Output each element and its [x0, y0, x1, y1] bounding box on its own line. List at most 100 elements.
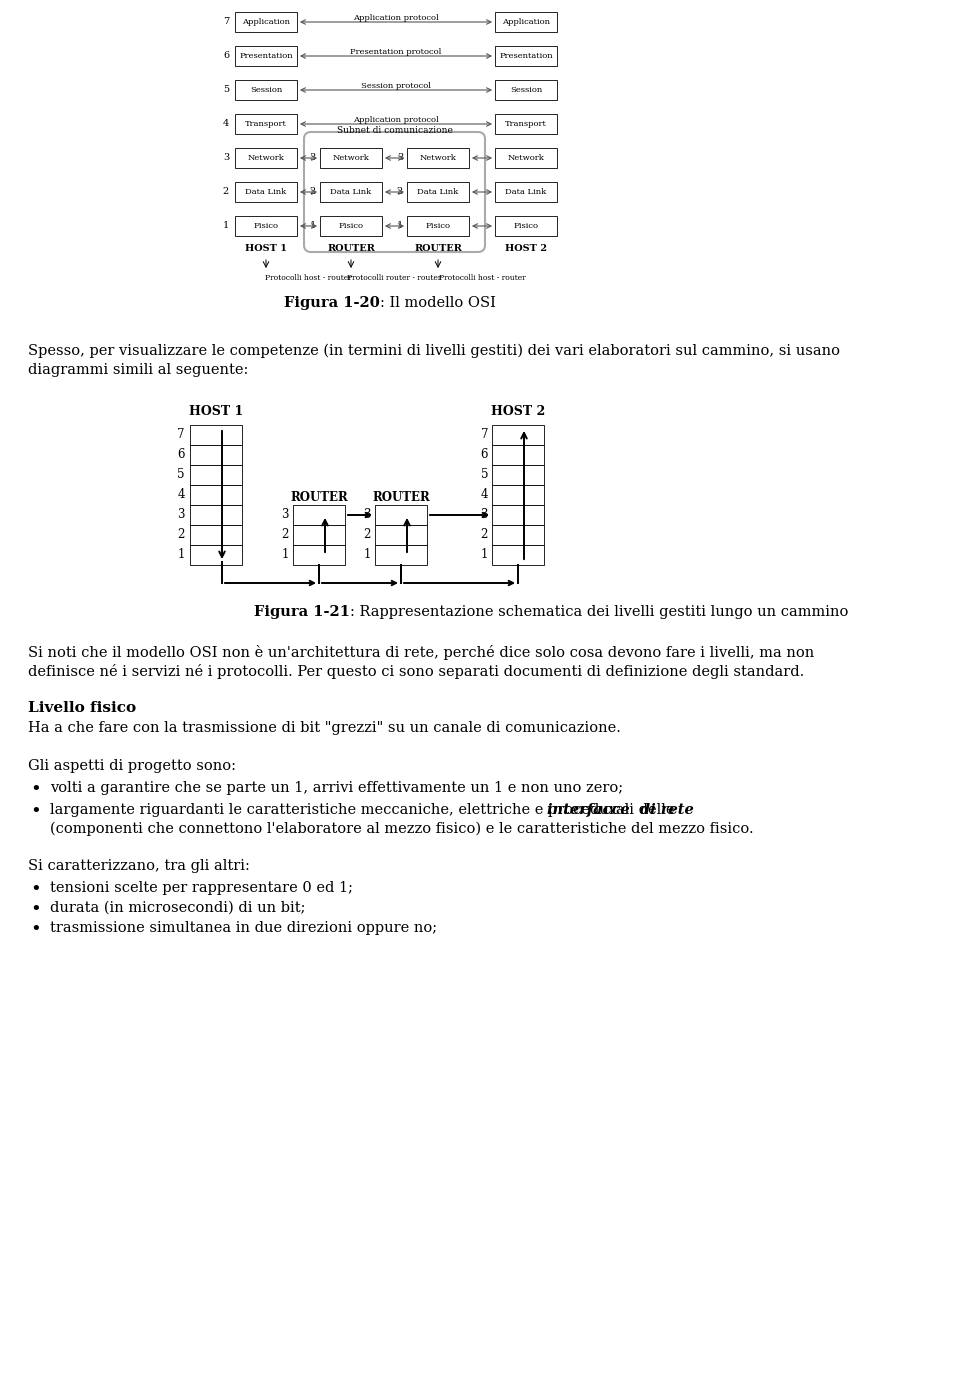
Text: Network: Network	[508, 155, 544, 161]
FancyBboxPatch shape	[495, 216, 557, 237]
Text: HOST 1: HOST 1	[189, 405, 243, 418]
Text: Transport: Transport	[505, 120, 547, 128]
Text: Figura 1-21: Figura 1-21	[254, 606, 350, 619]
Text: HOST 2: HOST 2	[505, 244, 547, 253]
Text: ROUTER: ROUTER	[290, 491, 348, 504]
Text: Network: Network	[420, 155, 456, 161]
FancyBboxPatch shape	[190, 465, 242, 484]
FancyBboxPatch shape	[190, 484, 242, 505]
Text: 1: 1	[223, 221, 229, 231]
Text: 3: 3	[281, 508, 289, 522]
Text: Si noti che il modello OSI non è un'architettura di rete, perché dice solo cosa : Si noti che il modello OSI non è un'arch…	[28, 644, 814, 660]
Text: 2: 2	[178, 529, 185, 541]
FancyBboxPatch shape	[190, 425, 242, 445]
FancyBboxPatch shape	[320, 216, 382, 237]
Text: Presentation: Presentation	[239, 52, 293, 60]
FancyBboxPatch shape	[492, 525, 544, 546]
Text: 3: 3	[310, 153, 316, 163]
Text: trasmissione simultanea in due direzioni oppure no;: trasmissione simultanea in due direzioni…	[50, 922, 437, 935]
Text: Subnet di comunicazione: Subnet di comunicazione	[337, 127, 452, 135]
Text: ROUTER: ROUTER	[372, 491, 430, 504]
Text: 1: 1	[281, 548, 289, 561]
Text: Data Link: Data Link	[418, 188, 459, 196]
Text: 1: 1	[310, 221, 316, 231]
FancyBboxPatch shape	[492, 505, 544, 525]
Text: Figura 1-20: Figura 1-20	[284, 296, 380, 310]
Text: volti a garantire che se parte un 1, arrivi effettivamente un 1 e non uno zero;: volti a garantire che se parte un 1, arr…	[50, 781, 623, 795]
Text: Session: Session	[510, 86, 542, 95]
Text: 5: 5	[223, 85, 229, 95]
Text: durata (in microsecondi) di un bit;: durata (in microsecondi) di un bit;	[50, 901, 305, 915]
Text: HOST 1: HOST 1	[245, 244, 287, 253]
Text: 2: 2	[396, 188, 403, 196]
FancyBboxPatch shape	[235, 114, 297, 134]
FancyBboxPatch shape	[293, 525, 345, 546]
Text: 7: 7	[223, 18, 229, 26]
Text: Data Link: Data Link	[330, 188, 372, 196]
Text: 3: 3	[223, 153, 229, 163]
Text: 7: 7	[481, 429, 488, 441]
FancyBboxPatch shape	[492, 484, 544, 505]
Text: 4: 4	[223, 120, 229, 128]
Text: Fisico: Fisico	[514, 221, 539, 230]
Text: 3: 3	[396, 153, 403, 163]
FancyBboxPatch shape	[190, 525, 242, 546]
Text: 5: 5	[481, 469, 488, 482]
Text: Ha a che fare con la trasmissione di bit "grezzi" su un canale di comunicazione.: Ha a che fare con la trasmissione di bit…	[28, 721, 621, 735]
FancyBboxPatch shape	[235, 148, 297, 168]
Text: Fisico: Fisico	[425, 221, 450, 230]
FancyBboxPatch shape	[320, 148, 382, 168]
FancyBboxPatch shape	[190, 546, 242, 565]
FancyBboxPatch shape	[495, 79, 557, 100]
Text: •: •	[31, 803, 41, 821]
Text: 4: 4	[178, 489, 185, 501]
FancyBboxPatch shape	[293, 505, 345, 525]
Text: 3: 3	[481, 508, 488, 522]
Text: Si caratterizzano, tra gli altri:: Si caratterizzano, tra gli altri:	[28, 859, 250, 873]
FancyBboxPatch shape	[190, 445, 242, 465]
Text: 2: 2	[281, 529, 289, 541]
Text: Application: Application	[242, 18, 290, 26]
Text: Presentation protocol: Presentation protocol	[350, 47, 442, 56]
FancyBboxPatch shape	[375, 525, 427, 546]
Text: Fisico: Fisico	[253, 221, 278, 230]
FancyBboxPatch shape	[492, 445, 544, 465]
Text: Application protocol: Application protocol	[353, 116, 439, 124]
Text: •: •	[31, 881, 41, 899]
FancyBboxPatch shape	[190, 505, 242, 525]
FancyBboxPatch shape	[235, 216, 297, 237]
Text: 5: 5	[178, 469, 185, 482]
Text: 6: 6	[223, 52, 229, 60]
FancyBboxPatch shape	[235, 13, 297, 32]
FancyBboxPatch shape	[495, 182, 557, 202]
Text: •: •	[31, 901, 41, 919]
FancyBboxPatch shape	[407, 216, 469, 237]
Text: 6: 6	[481, 448, 488, 462]
Text: Network: Network	[332, 155, 370, 161]
Text: 1: 1	[364, 548, 371, 561]
Text: 4: 4	[481, 489, 488, 501]
FancyBboxPatch shape	[495, 114, 557, 134]
Text: Application: Application	[502, 18, 550, 26]
Text: diagrammi simili al seguente:: diagrammi simili al seguente:	[28, 363, 249, 377]
Text: tensioni scelte per rappresentare 0 ed 1;: tensioni scelte per rappresentare 0 ed 1…	[50, 881, 353, 895]
Text: 3: 3	[364, 508, 371, 522]
Text: 7: 7	[178, 429, 185, 441]
Text: Presentation: Presentation	[499, 52, 553, 60]
FancyBboxPatch shape	[492, 546, 544, 565]
Text: 3: 3	[178, 508, 185, 522]
FancyBboxPatch shape	[375, 505, 427, 525]
Text: •: •	[31, 781, 41, 799]
Text: Protocolli router - router: Protocolli router - router	[348, 274, 442, 283]
Text: HOST 2: HOST 2	[491, 405, 545, 418]
FancyBboxPatch shape	[492, 425, 544, 445]
Text: 1: 1	[481, 548, 488, 561]
Text: Session: Session	[250, 86, 282, 95]
Text: : Il modello OSI: : Il modello OSI	[380, 296, 496, 310]
FancyBboxPatch shape	[235, 79, 297, 100]
Text: Session protocol: Session protocol	[361, 82, 431, 90]
FancyBboxPatch shape	[293, 546, 345, 565]
FancyBboxPatch shape	[495, 46, 557, 65]
FancyBboxPatch shape	[407, 148, 469, 168]
Text: Fisico: Fisico	[339, 221, 364, 230]
